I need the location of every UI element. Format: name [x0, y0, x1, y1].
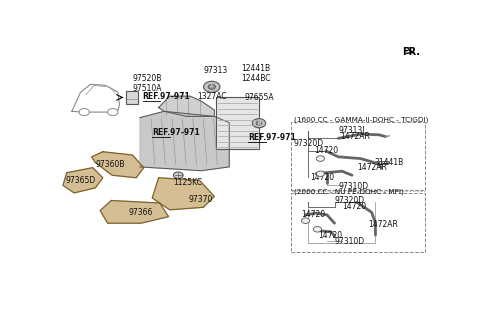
Text: 97320D: 97320D: [294, 139, 324, 148]
Text: 97366: 97366: [129, 208, 153, 217]
Text: A: A: [210, 84, 214, 89]
Polygon shape: [63, 168, 103, 193]
Polygon shape: [140, 111, 229, 171]
Text: 14720: 14720: [342, 202, 366, 211]
Circle shape: [79, 109, 89, 116]
Text: 14720: 14720: [314, 147, 338, 155]
Text: 12441B
1244BC: 12441B 1244BC: [241, 64, 271, 83]
Circle shape: [316, 171, 324, 176]
Circle shape: [252, 119, 266, 128]
Text: 14720: 14720: [301, 210, 325, 219]
Text: (2000 CC - NU PE-DOHC - MPI): (2000 CC - NU PE-DOHC - MPI): [294, 188, 403, 195]
Text: REF.97-971: REF.97-971: [143, 92, 191, 101]
Text: REF.97-971: REF.97-971: [152, 128, 200, 137]
Text: 97365D: 97365D: [66, 176, 96, 185]
Polygon shape: [152, 178, 215, 210]
Text: B: B: [257, 121, 261, 126]
Circle shape: [204, 81, 220, 92]
Bar: [291, 194, 424, 252]
Circle shape: [316, 156, 324, 161]
Circle shape: [256, 121, 262, 125]
Text: 1472AR: 1472AR: [368, 220, 398, 229]
Circle shape: [173, 172, 183, 178]
Text: 1472AR: 1472AR: [340, 132, 370, 141]
Text: FR.: FR.: [402, 48, 420, 57]
Circle shape: [313, 227, 322, 232]
Text: 97313: 97313: [203, 67, 228, 75]
Text: 97313J: 97313J: [338, 126, 365, 135]
Text: 97370: 97370: [188, 195, 213, 204]
Circle shape: [108, 109, 118, 116]
Text: REF.97-971: REF.97-971: [248, 133, 296, 142]
Circle shape: [301, 218, 310, 223]
Text: 31441B: 31441B: [374, 158, 404, 167]
Bar: [126, 91, 139, 104]
Text: (1600 CC - GAMMA-II-DOHC - TCIGDI): (1600 CC - GAMMA-II-DOHC - TCIGDI): [294, 117, 428, 123]
Text: 14720: 14720: [310, 173, 334, 182]
Text: 1125KC: 1125KC: [173, 177, 203, 187]
Text: B: B: [316, 227, 319, 232]
Circle shape: [208, 84, 216, 89]
Text: A: A: [319, 156, 322, 161]
Polygon shape: [100, 200, 168, 223]
Polygon shape: [158, 96, 215, 116]
Bar: [379, 161, 388, 164]
Text: 97360B: 97360B: [96, 160, 125, 169]
Bar: [216, 97, 259, 149]
Text: 1327AC: 1327AC: [197, 92, 227, 101]
Text: 97655A: 97655A: [245, 93, 275, 102]
Text: B: B: [319, 171, 322, 176]
Text: A: A: [304, 218, 307, 223]
Text: 1472AR: 1472AR: [357, 163, 387, 172]
Polygon shape: [92, 152, 144, 178]
Text: 97320D: 97320D: [335, 196, 365, 205]
Text: 14720: 14720: [319, 231, 343, 239]
Text: 97310D: 97310D: [335, 237, 365, 246]
Text: 97520B
97510A: 97520B 97510A: [132, 74, 162, 93]
Text: 97310D: 97310D: [338, 182, 368, 191]
Bar: [291, 122, 424, 190]
